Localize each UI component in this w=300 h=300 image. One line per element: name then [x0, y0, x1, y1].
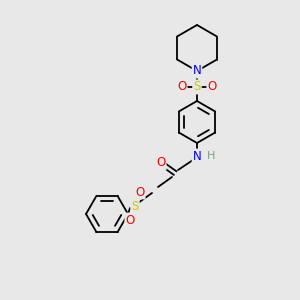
Text: N: N — [193, 64, 201, 77]
Text: N: N — [193, 149, 201, 163]
Text: O: O — [125, 214, 135, 226]
Text: O: O — [135, 185, 145, 199]
Text: H: H — [207, 151, 215, 161]
Text: O: O — [156, 157, 166, 169]
Text: S: S — [131, 200, 139, 212]
Text: O: O — [207, 80, 217, 94]
Text: O: O — [177, 80, 187, 94]
Text: S: S — [193, 80, 201, 94]
